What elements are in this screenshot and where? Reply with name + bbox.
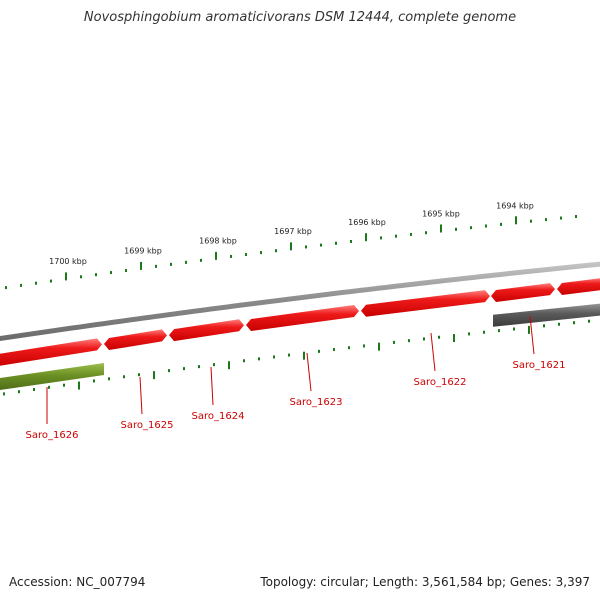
gene-label[interactable]: Saro_1624 <box>192 411 245 422</box>
genome-summary: Topology: circular; Length: 3,561,584 bp… <box>260 575 590 589</box>
inner-scale-ticks <box>3 319 590 396</box>
gene-label[interactable]: Saro_1623 <box>290 397 343 408</box>
gene-label-layer: Saro_1626 Saro_1625 Saro_1624 Saro_1623 Saro… <box>26 315 566 441</box>
scale-label: 1695 kbp <box>422 210 460 219</box>
accession-text: Accession: NC_007794 <box>9 575 146 589</box>
label-leader-line <box>139 376 143 415</box>
scale-label: 1699 kbp <box>124 247 162 256</box>
gene-layer <box>0 278 600 391</box>
scale-labels: 1700 kbp 1699 kbp 1698 kbp 1697 kbp 1696 kbp… <box>49 201 534 266</box>
gene-label[interactable]: Saro_1626 <box>26 430 79 441</box>
gene-arrow-saro-1625[interactable] <box>104 329 167 351</box>
gene-count-text: Genes: 3,397 <box>509 575 590 589</box>
gene-label[interactable]: Saro_1625 <box>121 420 174 431</box>
gene-label[interactable]: Saro_1621 <box>513 360 566 371</box>
gene-arrow-saro-1621[interactable] <box>493 303 600 327</box>
scale-label: 1697 kbp <box>274 227 312 236</box>
outer-scale-ticks <box>5 215 577 290</box>
map-title: Novosphingobium aromaticivorans DSM 1244… <box>83 10 517 25</box>
scale-label: 1694 kbp <box>496 201 534 210</box>
scale-label: 1696 kbp <box>348 218 386 227</box>
label-leader-line <box>306 352 312 392</box>
topology-text: Topology: circular; <box>260 575 369 589</box>
length-text: Length: 3,561,584 bp; <box>372 575 507 589</box>
gene-arrow-saro-1623[interactable] <box>246 305 359 332</box>
gene-label[interactable]: Saro_1622 <box>414 377 467 388</box>
gene-arrow-saro-1626[interactable] <box>0 363 104 391</box>
scale-label: 1698 kbp <box>199 237 237 246</box>
scale-label: 1700 kbp <box>49 257 87 266</box>
label-leader-line <box>210 366 214 406</box>
backbone-layer <box>0 261 600 341</box>
gene-arrow-segment-8[interactable] <box>557 278 600 295</box>
genome-backbone <box>0 261 600 341</box>
gene-arrow-saro-1622[interactable] <box>361 290 490 317</box>
gene-arrow-segment-7[interactable] <box>491 283 555 302</box>
label-leader-line <box>529 315 535 355</box>
label-leader-line <box>430 332 436 372</box>
gene-arrow-saro-1627[interactable] <box>0 338 102 366</box>
gene-arrow-saro-1624[interactable] <box>169 319 244 342</box>
